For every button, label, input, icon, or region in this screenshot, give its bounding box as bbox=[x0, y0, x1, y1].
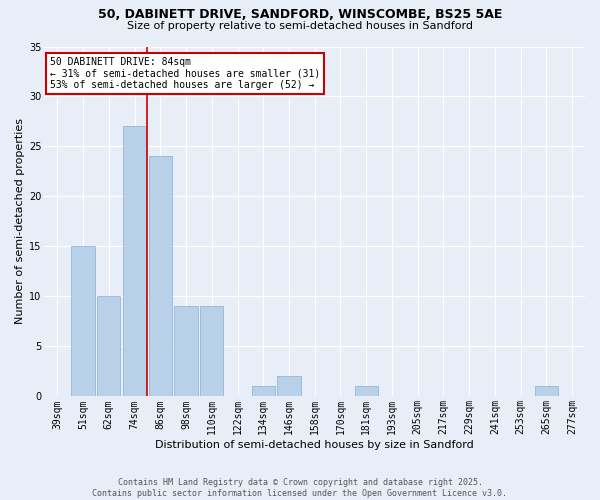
Bar bbox=[277, 376, 301, 396]
Text: Size of property relative to semi-detached houses in Sandford: Size of property relative to semi-detach… bbox=[127, 21, 473, 31]
Text: 50 DABINETT DRIVE: 84sqm
← 31% of semi-detached houses are smaller (31)
53% of s: 50 DABINETT DRIVE: 84sqm ← 31% of semi-d… bbox=[50, 57, 320, 90]
Text: Contains HM Land Registry data © Crown copyright and database right 2025.
Contai: Contains HM Land Registry data © Crown c… bbox=[92, 478, 508, 498]
Bar bbox=[71, 246, 95, 396]
Bar bbox=[535, 386, 558, 396]
Text: 50, DABINETT DRIVE, SANDFORD, WINSCOMBE, BS25 5AE: 50, DABINETT DRIVE, SANDFORD, WINSCOMBE,… bbox=[98, 8, 502, 20]
Bar bbox=[355, 386, 378, 396]
Bar bbox=[149, 156, 172, 396]
Bar bbox=[251, 386, 275, 396]
Bar bbox=[175, 306, 197, 396]
Bar bbox=[97, 296, 121, 396]
Y-axis label: Number of semi-detached properties: Number of semi-detached properties bbox=[15, 118, 25, 324]
Bar bbox=[200, 306, 223, 396]
Bar bbox=[123, 126, 146, 396]
X-axis label: Distribution of semi-detached houses by size in Sandford: Distribution of semi-detached houses by … bbox=[155, 440, 474, 450]
